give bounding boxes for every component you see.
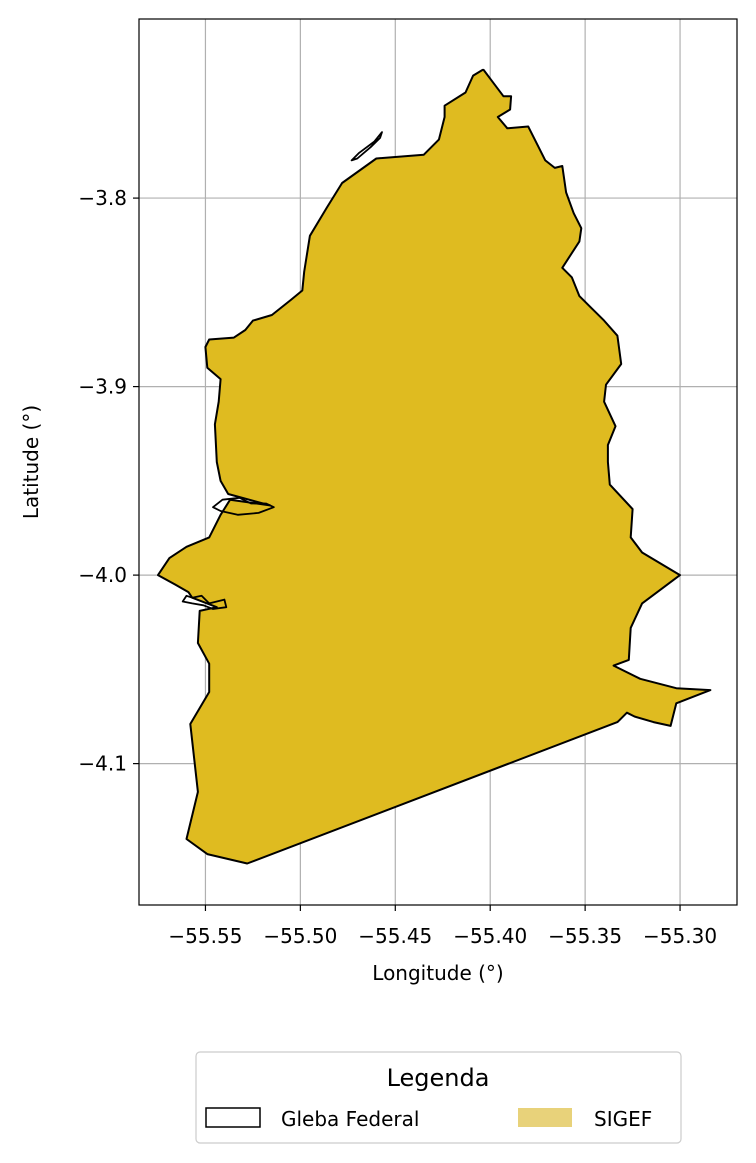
x-axis-ticks: −55.55 −55.50 −55.45 −55.40 −55.35 −55.30 bbox=[168, 905, 717, 948]
legend-swatch-sigef bbox=[518, 1108, 572, 1127]
y-tick-label-1: −3.9 bbox=[78, 375, 127, 399]
y-tick-label-2: −4.0 bbox=[78, 563, 127, 587]
legend-title: Legenda bbox=[387, 1064, 490, 1092]
x-tick-label-4: −55.35 bbox=[548, 924, 622, 948]
x-axis-label: Longitude (°) bbox=[372, 961, 503, 985]
y-tick-label-0: −3.8 bbox=[78, 186, 127, 210]
gleba-federal-polygon-1 bbox=[181, 594, 228, 610]
x-tick-label-2: −55.45 bbox=[358, 924, 432, 948]
x-tick-label-1: −55.50 bbox=[263, 924, 337, 948]
x-tick-label-3: −55.40 bbox=[453, 924, 527, 948]
legend-label-sigef: SIGEF bbox=[594, 1107, 652, 1131]
legend: Legenda Gleba Federal SIGEF bbox=[195, 1051, 682, 1144]
x-tick-label-5: −55.30 bbox=[643, 924, 717, 948]
x-tick-label-0: −55.55 bbox=[168, 924, 242, 948]
legend-label-gleba-federal: Gleba Federal bbox=[281, 1107, 419, 1131]
sigef-polygon-0 bbox=[157, 68, 712, 865]
gleba-federal-polygon-2 bbox=[350, 131, 383, 162]
map-shapes bbox=[157, 68, 712, 865]
y-axis-label: Latitude (°) bbox=[19, 405, 43, 519]
y-tick-label-3: −4.1 bbox=[78, 752, 127, 776]
legend-swatch-gleba-federal bbox=[205, 1107, 261, 1128]
y-axis-ticks: −3.8 −3.9 −4.0 −4.1 bbox=[78, 186, 139, 776]
gleba-federal-polygon-3 bbox=[212, 496, 275, 516]
plot-frame bbox=[138, 18, 738, 906]
